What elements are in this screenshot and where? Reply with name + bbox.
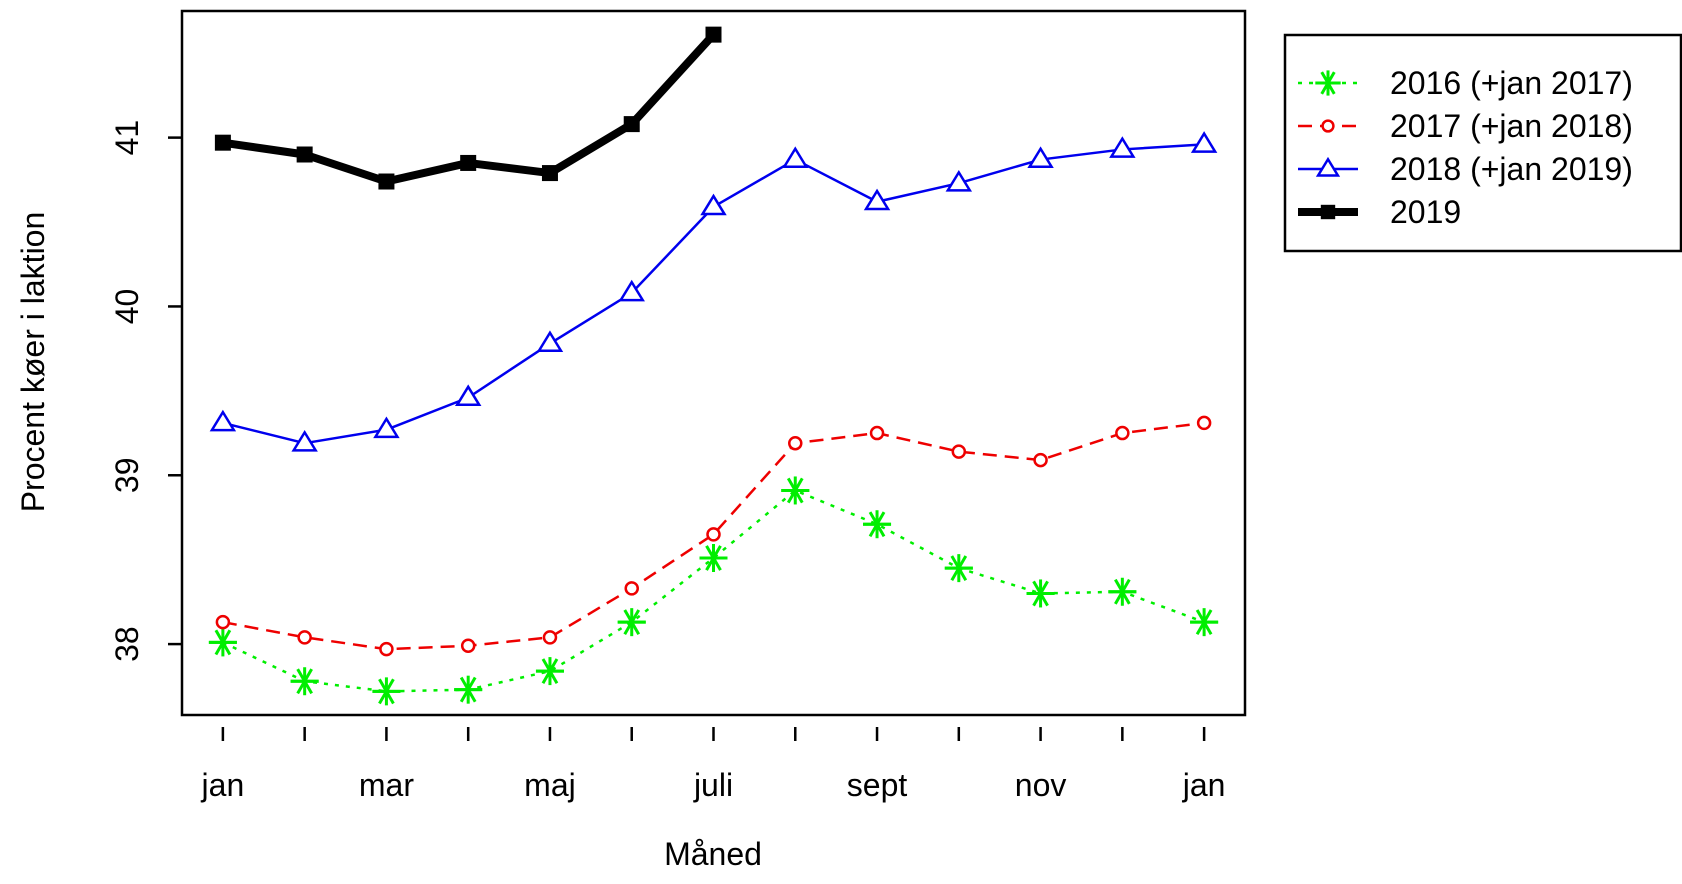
data-point <box>291 429 318 452</box>
y-axis: 38 39 40 41 <box>109 120 182 662</box>
y-tick-label: 38 <box>109 626 145 662</box>
data-point <box>706 527 721 542</box>
data-point <box>215 614 231 630</box>
legend-item: 2019 <box>1298 194 1461 230</box>
data-point <box>1196 415 1212 431</box>
plot-frame <box>180 9 1247 717</box>
data-point <box>454 675 483 704</box>
circle-marker <box>1321 119 1335 133</box>
data-point <box>700 193 727 216</box>
data-point <box>624 581 639 596</box>
legend-label: 2018 (+jan 2019) <box>1390 151 1633 187</box>
data-point <box>1115 425 1130 441</box>
data-point <box>208 628 237 657</box>
series-1 <box>208 476 1219 706</box>
legend-label: 2017 (+jan 2018) <box>1390 108 1633 144</box>
data-point <box>454 384 482 407</box>
x-tick-label: sept <box>847 767 908 803</box>
legend-item: 2018 (+jan 2019) <box>1298 151 1633 187</box>
x-tick-label: jan <box>1182 767 1226 803</box>
x-tick-label: mar <box>359 767 414 803</box>
legend: 2016 (+jan 2017) 2017 (+jan 2018) 2018 (+j… <box>1283 33 1682 253</box>
x-tick-label: nov <box>1015 767 1067 803</box>
data-point <box>623 116 640 133</box>
data-point <box>373 416 400 439</box>
data-point <box>618 279 645 302</box>
legend-label: 2016 (+jan 2017) <box>1390 65 1633 101</box>
legend-item: 2016 (+jan 2017) <box>1298 65 1633 101</box>
series-line <box>222 143 1205 445</box>
y-tick-label: 39 <box>109 457 145 493</box>
y-axis-title: Procent køer i laktion <box>15 212 51 513</box>
data-point <box>214 134 231 151</box>
series-2 <box>215 415 1212 657</box>
data-point <box>378 173 395 190</box>
data-point <box>536 330 564 353</box>
square-marker <box>1320 204 1336 220</box>
x-axis-title: Måned <box>664 836 762 872</box>
data-point <box>379 641 394 657</box>
data-point <box>535 657 564 686</box>
data-point <box>869 425 885 441</box>
data-point <box>1027 146 1054 169</box>
y-tick-label: 40 <box>109 289 145 325</box>
series-line <box>222 489 1205 693</box>
x-axis: jan mar maj juli sept nov jan <box>201 727 1226 803</box>
data-point <box>951 444 967 459</box>
data-point <box>944 554 973 583</box>
data-point <box>460 154 477 171</box>
data-point <box>209 409 237 432</box>
data-point <box>1026 579 1055 608</box>
data-point <box>1108 577 1137 606</box>
x-tick-label: maj <box>524 767 576 803</box>
data-point <box>1190 131 1218 153</box>
data-point <box>542 630 558 645</box>
data-point <box>863 188 891 211</box>
y-tick-label: 41 <box>109 120 145 156</box>
data-point <box>788 435 803 451</box>
data-point <box>372 677 401 706</box>
triangle-marker <box>1315 156 1341 177</box>
data-point <box>460 638 476 654</box>
data-point <box>297 630 312 645</box>
data-point <box>296 146 313 163</box>
data-point <box>699 543 728 572</box>
x-tick-label: juli <box>693 767 733 803</box>
data-point <box>781 476 810 505</box>
asterisk-marker <box>1315 70 1341 96</box>
data-point <box>617 608 646 637</box>
legend-label: 2019 <box>1390 194 1461 230</box>
data-point <box>1033 452 1048 468</box>
data-point <box>945 170 973 192</box>
data-point <box>1109 136 1136 158</box>
legend-item: 2017 (+jan 2018) <box>1298 108 1633 144</box>
data-point <box>290 667 319 696</box>
data-point <box>863 510 892 539</box>
series-3 <box>209 131 1218 452</box>
data-point <box>1190 608 1219 637</box>
data-point <box>705 26 722 43</box>
series-layer <box>208 26 1219 706</box>
data-point <box>541 165 558 182</box>
series-4 <box>214 26 722 190</box>
x-tick-label: jan <box>201 767 245 803</box>
data-point <box>782 146 809 169</box>
